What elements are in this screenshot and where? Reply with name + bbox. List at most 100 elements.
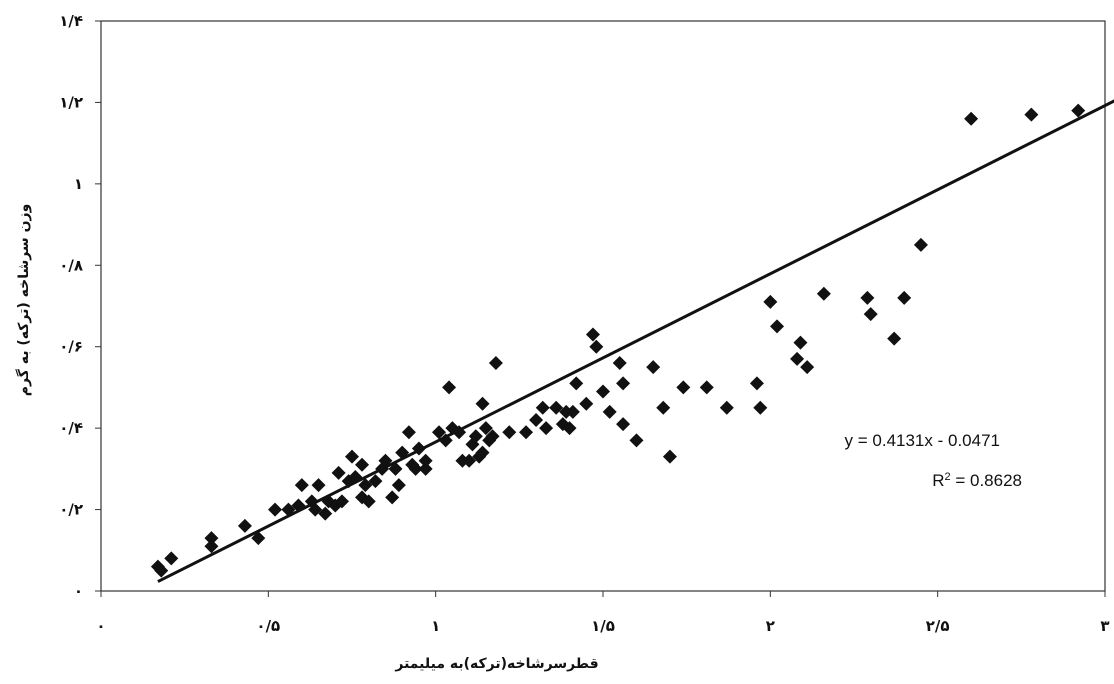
y-tick-label: ۱/۴ xyxy=(59,12,83,30)
data-point xyxy=(589,339,604,354)
x-tick-label: ۰/۵ xyxy=(256,617,280,635)
data-point xyxy=(432,425,447,440)
data-point xyxy=(331,465,346,480)
data-point xyxy=(519,425,534,440)
data-point xyxy=(612,356,627,370)
data-point xyxy=(164,551,179,566)
data-point xyxy=(355,457,370,472)
data-point xyxy=(770,319,785,334)
trendline-equation: y = 0.4131x - 0.0471 xyxy=(845,431,1000,450)
data-point xyxy=(462,453,477,468)
data-point xyxy=(793,335,808,350)
x-axis-title: قطرسرشاخه(ترکه)به میلیمتر xyxy=(394,656,598,672)
data-point xyxy=(602,404,617,419)
data-point xyxy=(385,490,400,505)
data-point xyxy=(334,494,349,509)
y-tick-label: ۰/۸ xyxy=(59,256,83,274)
r-squared-label: R2 = 0.8628 xyxy=(932,471,1022,490)
data-point xyxy=(368,474,383,489)
data-point xyxy=(860,290,875,305)
data-point xyxy=(204,539,219,554)
data-point xyxy=(863,307,878,322)
data-point xyxy=(358,478,373,493)
data-point xyxy=(539,421,554,436)
data-point xyxy=(662,449,677,464)
data-point xyxy=(251,531,266,546)
data-point xyxy=(452,425,467,440)
data-point xyxy=(281,502,296,517)
data-point xyxy=(442,380,457,395)
data-point xyxy=(616,376,631,391)
data-point xyxy=(1024,107,1039,122)
data-point xyxy=(790,351,805,366)
x-tick-label: ۱ xyxy=(431,617,440,635)
data-point xyxy=(897,290,912,305)
data-point xyxy=(348,470,363,484)
data-point xyxy=(291,498,306,513)
plot-frame xyxy=(100,20,1106,592)
data-point xyxy=(408,461,423,476)
data-point xyxy=(502,425,517,440)
y-tick-label: ۱ xyxy=(74,175,83,193)
data-point xyxy=(676,380,691,395)
data-point xyxy=(485,429,500,444)
data-point xyxy=(378,453,393,468)
y-tick-label: ۰ xyxy=(74,582,83,600)
x-tick-label: ۲ xyxy=(766,617,775,635)
data-points xyxy=(150,103,1086,578)
data-point xyxy=(629,433,644,448)
data-point xyxy=(475,445,490,460)
data-point xyxy=(237,518,252,533)
data-point xyxy=(535,400,550,415)
data-point xyxy=(311,478,326,493)
x-tick-label: ۲/۵ xyxy=(926,617,950,635)
data-point xyxy=(749,376,764,391)
data-point xyxy=(753,400,768,415)
data-point xyxy=(438,433,453,448)
data-point xyxy=(800,360,815,375)
data-point xyxy=(268,502,283,517)
data-point xyxy=(318,506,333,521)
data-point xyxy=(887,331,902,346)
data-point xyxy=(361,494,376,509)
data-point xyxy=(468,429,483,444)
y-tick-label: ۰/۲ xyxy=(59,501,83,519)
data-point xyxy=(565,404,580,419)
y-tick-label: ۰/۴ xyxy=(59,419,83,437)
y-axis-ticks: ۰ ۰/۲ ۰/۴ ۰/۶ ۰/۸ ۱ ۱/۲ ۱/۴ xyxy=(59,12,101,600)
data-point xyxy=(388,461,403,476)
x-tick-label: ۰ xyxy=(96,617,105,635)
x-axis-ticks: ۰ ۰/۵ ۱ ۱/۵ ۲ ۲/۵ ۳ xyxy=(96,591,1110,635)
data-point xyxy=(1071,103,1086,118)
data-point xyxy=(529,413,544,427)
data-point xyxy=(418,461,433,476)
data-point xyxy=(308,502,323,517)
y-tick-label: ۱/۲ xyxy=(59,93,83,111)
data-point xyxy=(204,531,219,546)
data-point xyxy=(964,111,979,126)
data-point xyxy=(418,453,433,468)
data-point xyxy=(475,396,490,411)
data-point xyxy=(411,441,426,456)
data-point xyxy=(395,445,410,460)
x-tick-label: ۳ xyxy=(1100,617,1109,635)
data-point xyxy=(719,400,734,415)
data-point xyxy=(478,421,493,436)
data-point xyxy=(656,400,671,415)
data-point xyxy=(579,396,594,411)
data-point xyxy=(549,400,564,415)
data-point xyxy=(562,421,577,436)
data-point xyxy=(913,237,928,252)
y-tick-label: ۰/۶ xyxy=(59,338,83,356)
data-point xyxy=(596,384,610,399)
data-point xyxy=(699,380,714,395)
data-point xyxy=(763,294,778,309)
data-point xyxy=(401,425,416,440)
data-point xyxy=(585,327,600,342)
data-point xyxy=(488,356,503,370)
data-point xyxy=(294,478,309,493)
data-point xyxy=(816,286,831,301)
x-tick-label: ۱/۵ xyxy=(591,617,615,635)
data-point xyxy=(569,376,584,391)
